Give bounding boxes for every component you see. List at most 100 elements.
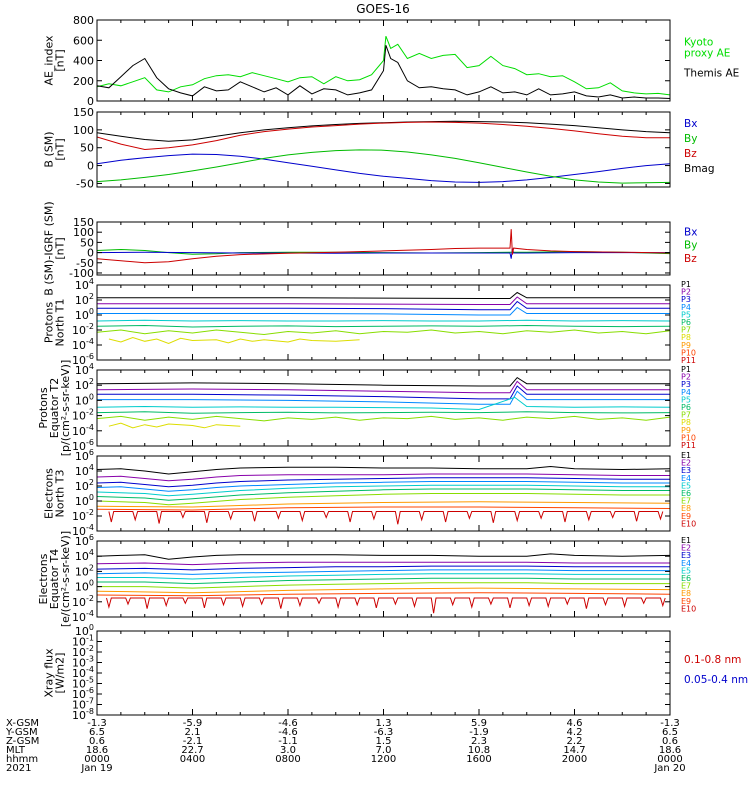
x-axis-value: 18.6: [86, 745, 108, 756]
series-4-p5: [97, 319, 670, 322]
x-axis-row-label: X-GSM: [6, 718, 39, 729]
series-6-e6: [97, 488, 670, 501]
legend-entry: P11: [681, 356, 696, 365]
series-7-e3: [97, 565, 670, 571]
legend-entry: P3: [681, 380, 691, 389]
x-axis-value: 2.1: [185, 727, 201, 738]
series-6-e10: [108, 511, 664, 525]
legend-entry: P4: [681, 388, 691, 397]
legend-entry: Themis AE: [683, 68, 739, 80]
y-tick-label: 600: [73, 34, 94, 47]
legend-entry: Bmag: [684, 163, 715, 175]
y-tick-label: 0: [87, 247, 94, 260]
y-tick-label: 104: [75, 463, 94, 478]
x-axis-value: 2000: [562, 754, 587, 765]
legend-entry: By: [684, 240, 697, 252]
series-6-e2: [97, 473, 670, 482]
x-axis-value: 4.2: [567, 727, 583, 738]
x-axis-value: -2.1: [183, 736, 203, 747]
series-1-kyoto-proxy-ae: [97, 36, 670, 96]
y-tick-label: 10-4: [72, 423, 94, 438]
series-7-e7: [97, 582, 670, 589]
legend-entry: 0.05-0.4 nm: [684, 674, 748, 686]
series-3-bx: [97, 248, 670, 259]
legend-entry: 0.1-0.8 nm: [684, 654, 741, 666]
series-6-e7: [97, 493, 670, 506]
x-axis-value: 0000: [657, 754, 682, 765]
series-5-p6: [97, 411, 670, 414]
x-axis-value: 1.5: [376, 736, 392, 747]
legend-entry: E2: [681, 459, 691, 468]
x-axis-value: 0.6: [662, 736, 678, 747]
legend-entry: P5: [681, 395, 691, 404]
x-axis-value: 14.7: [563, 745, 585, 756]
x-axis-value: 0.6: [89, 736, 105, 747]
legend-entry: P8: [681, 418, 691, 427]
y-tick-label: 10-2: [72, 322, 94, 337]
x-axis-value: 0800: [275, 754, 300, 765]
y-tick-label: 100: [75, 307, 94, 322]
legend-entry: E6: [681, 574, 691, 583]
legend-entry: E1: [681, 451, 691, 460]
series-4-p8: [108, 336, 360, 345]
panel-frame: [96, 284, 671, 361]
legend-entry: E4: [681, 559, 691, 568]
x-axis-row-label: 2021: [6, 763, 31, 774]
y-tick-label: 106: [75, 448, 94, 463]
y-tick-label: 150: [73, 216, 94, 229]
series-5-p1: [97, 376, 670, 387]
y-tick-label: 102: [75, 377, 94, 392]
y-tick-label: -50: [76, 177, 94, 190]
series-2-bx: [97, 153, 670, 183]
legend-entry: E3: [681, 551, 691, 560]
y-tick-label: 150: [73, 106, 94, 119]
y-axis-label: ElectronsEquator T4[e/(cm²-s-sr-keV)]: [37, 531, 72, 627]
y-tick-label: 800: [73, 14, 94, 27]
x-axis-value: 1600: [466, 754, 491, 765]
x-axis-value: 1200: [371, 754, 396, 765]
legend-entry: E1: [681, 536, 691, 545]
y-tick-label: 100: [73, 124, 94, 137]
legend-entry: Bz: [684, 253, 697, 265]
series-7-e6: [97, 577, 670, 585]
x-axis-value: 0000: [84, 754, 109, 765]
x-axis-value: 3.0: [280, 745, 296, 756]
x-axis-row-label: Z-GSM: [6, 736, 39, 747]
legend-entry: P11: [681, 441, 696, 450]
legend-entry: P7: [681, 326, 691, 335]
x-axis-value: 10.8: [468, 745, 490, 756]
series-2-by: [97, 149, 670, 184]
y-axis-label: Xray flux[W/m2]: [43, 648, 67, 698]
y-tick-label: 50: [80, 236, 94, 249]
series-4-p6: [97, 324, 670, 328]
series-6-e3: [97, 477, 670, 488]
y-tick-label: 102: [75, 563, 94, 578]
y-tick-label: -50: [76, 257, 94, 270]
y-axis-label: B (SM)[nT]: [43, 131, 67, 167]
x-axis-table: X-GSMY-GSMZ-GSMMLThhmm2021-1.36.50.618.6…: [5, 718, 686, 774]
legend-entry: Bx: [684, 118, 697, 130]
legend-entry: P4: [681, 303, 691, 312]
series-4-p3: [97, 300, 670, 311]
series-7-e8: [97, 587, 670, 594]
legend-entry: P9: [681, 426, 691, 435]
x-axis-row-label: MLT: [6, 745, 26, 756]
x-axis-value: 18.6: [659, 745, 681, 756]
legend-entry: P8: [681, 333, 691, 342]
legend-entry: Bx: [684, 226, 697, 238]
y-tick-label: 106: [75, 533, 94, 548]
y-tick-label: 10-2: [72, 594, 94, 609]
x-axis-value: 1.3: [376, 718, 392, 729]
legend-entry: E2: [681, 544, 691, 553]
series-5-p3: [97, 385, 670, 400]
x-axis-value: -5.9: [183, 718, 203, 729]
panel-2: -50 0 50 100 150 B (SM)[nT] Bx By Bz Bmag: [43, 106, 715, 190]
series-5-p5: [97, 396, 670, 411]
legend-entry: P1: [681, 280, 691, 289]
x-axis-value: 2.2: [567, 736, 583, 747]
